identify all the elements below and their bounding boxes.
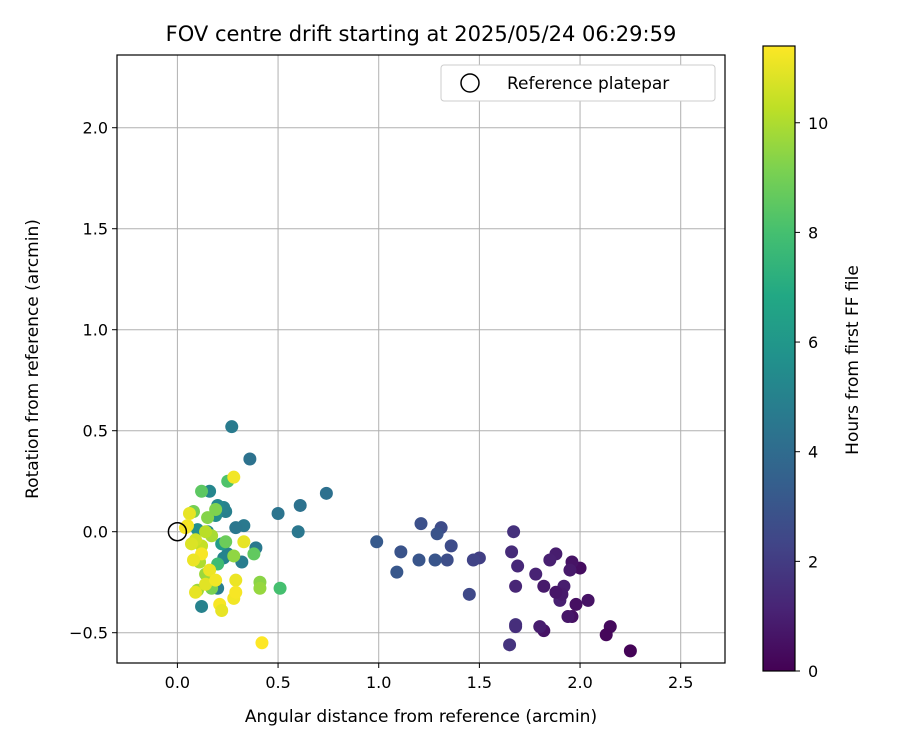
y-tick-label: 1.0 (83, 321, 108, 340)
scatter-point (229, 573, 243, 587)
colorbar-tick-label: 4 (808, 443, 818, 462)
colorbar-tick-label: 10 (808, 114, 828, 133)
scatter-point (199, 525, 213, 539)
colorbar-tick-label: 2 (808, 552, 818, 571)
scatter-point (529, 567, 543, 581)
y-axis-label: Rotation from reference (arcmin) (23, 219, 43, 499)
scatter-point (199, 577, 213, 591)
y-tick-label: 1.5 (83, 220, 108, 239)
scatter-point (505, 545, 519, 559)
scatter-point (549, 585, 563, 599)
scatter-point (428, 553, 442, 567)
colorbar-ticks: 0 2 4 6 8 10 (795, 114, 828, 681)
scatter-point (412, 553, 426, 567)
scatter-point (195, 599, 209, 613)
scatter-point (201, 511, 215, 525)
scatter-point (215, 603, 229, 617)
scatter-point (225, 420, 239, 434)
scatter-point (247, 547, 261, 561)
scatter-point (466, 553, 480, 567)
scatter-point (462, 587, 476, 601)
legend: Reference platepar (440, 64, 716, 102)
scatter-points (178, 420, 637, 658)
colorbar-gradient (763, 46, 795, 671)
x-tick-label: 1.0 (366, 673, 391, 692)
scatter-point (440, 553, 454, 567)
scatter-point (563, 563, 577, 577)
scatter-point (219, 535, 233, 549)
scatter-point (569, 597, 583, 611)
scatter-point (507, 525, 521, 539)
reference-platepar-marker (167, 521, 188, 542)
scatter-point (370, 535, 384, 549)
scatter-point (509, 620, 523, 634)
scatter-point (390, 565, 404, 579)
scatter-point (227, 549, 241, 563)
scatter-point (533, 620, 547, 634)
scatter-point (581, 593, 595, 607)
scatter-point (561, 610, 575, 624)
scatter-point (184, 537, 198, 551)
grid-lines (117, 55, 725, 663)
scatter-point (182, 507, 196, 521)
y-tick-label: 0.5 (83, 422, 108, 441)
scatter-point (255, 636, 269, 650)
legend-entry-reference: Reference platepar (507, 74, 669, 94)
scatter-point (444, 539, 458, 553)
scatter-point (227, 470, 241, 484)
x-tick-label: 1.5 (467, 673, 492, 692)
chart-title: FOV centre drift starting at 2025/05/24 … (166, 22, 677, 46)
scatter-point (599, 628, 613, 642)
y-tick-label: 2.0 (83, 119, 108, 138)
colorbar-tick-label: 0 (808, 662, 818, 681)
plot-frame (116, 54, 726, 664)
scatter-point (229, 585, 243, 599)
scatter-point (209, 502, 223, 516)
colorbar-label: Hours from first FF file (843, 265, 863, 455)
scatter-point (537, 579, 551, 593)
scatter-point (509, 579, 523, 593)
legend-reference-marker-icon (460, 73, 480, 93)
scatter-point (195, 484, 209, 498)
scatter-point (293, 498, 307, 512)
x-axis-label: Angular distance from reference (arcmin) (245, 707, 597, 727)
scatter-point (623, 644, 637, 658)
colorbar-tick-label: 8 (808, 223, 818, 242)
scatter-point (187, 553, 201, 567)
colorbar: 0 2 4 6 8 10 Hours from first FF file (762, 45, 863, 681)
x-tick-label: 0.5 (265, 673, 290, 692)
x-tick-label: 2.0 (567, 673, 592, 692)
scatter-point (253, 581, 267, 595)
scatter-point (237, 535, 251, 549)
x-tick-label: 0.0 (165, 673, 190, 692)
colorbar-tick-label: 6 (808, 333, 818, 352)
x-tick-label: 2.5 (668, 673, 693, 692)
y-axis-ticks: −0.5 0.0 0.5 1.0 1.5 2.0 (69, 119, 117, 643)
scatter-point (291, 525, 305, 539)
scatter-point (209, 573, 223, 587)
colorbar-frame (762, 45, 796, 672)
scatter-point (271, 507, 285, 521)
y-tick-label: −0.5 (69, 624, 108, 643)
scatter-point (319, 486, 333, 500)
x-axis-ticks: 0.0 0.5 1.0 1.5 2.0 2.5 (165, 663, 693, 692)
legend-box (440, 64, 716, 102)
scatter-point (203, 563, 217, 577)
scatter-point (430, 527, 444, 541)
scatter-point (414, 517, 428, 531)
scatter-point (503, 638, 517, 652)
reference-marker (167, 521, 188, 542)
scatter-point (543, 553, 557, 567)
scatter-point (394, 545, 408, 559)
scatter-point (243, 452, 257, 466)
scatter-point (189, 585, 203, 599)
scatter-point (511, 559, 525, 573)
y-tick-label: 0.0 (83, 523, 108, 542)
scatter-point (273, 581, 287, 595)
scatter-point (229, 521, 243, 535)
